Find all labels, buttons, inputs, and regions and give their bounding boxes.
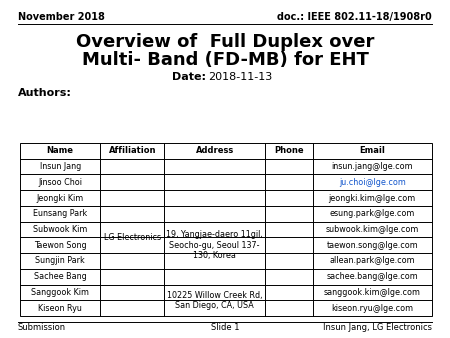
Text: Submission: Submission — [18, 323, 66, 333]
Text: ju.choi@lge.com: ju.choi@lge.com — [339, 178, 406, 187]
Text: Jeongki Kim: Jeongki Kim — [36, 194, 84, 202]
Text: Sachee Bang: Sachee Bang — [34, 272, 86, 281]
Text: November 2018: November 2018 — [18, 12, 105, 22]
Text: subwook.kim@lge.com: subwook.kim@lge.com — [325, 225, 419, 234]
Text: allean.park@lge.com: allean.park@lge.com — [329, 257, 415, 265]
Text: Phone: Phone — [274, 146, 304, 155]
Text: Sanggook Kim: Sanggook Kim — [31, 288, 89, 297]
Text: sachee.bang@lge.com: sachee.bang@lge.com — [326, 272, 418, 281]
Text: Insun Jang: Insun Jang — [40, 162, 81, 171]
Text: LG Electronics: LG Electronics — [104, 233, 161, 242]
Text: Jinsoo Choi: Jinsoo Choi — [38, 178, 82, 187]
Text: Multi- Band (FD-MB) for EHT: Multi- Band (FD-MB) for EHT — [81, 51, 369, 69]
Text: Email: Email — [359, 146, 385, 155]
Text: esung.park@lge.com: esung.park@lge.com — [329, 209, 415, 218]
Text: Address: Address — [196, 146, 234, 155]
Text: Subwook Kim: Subwook Kim — [33, 225, 87, 234]
Text: Authors:: Authors: — [18, 88, 72, 98]
Bar — [20, 143, 432, 316]
Text: jeongki.kim@lge.com: jeongki.kim@lge.com — [328, 194, 416, 202]
Text: kiseon.ryu@lge.com: kiseon.ryu@lge.com — [331, 304, 413, 313]
Text: Date:: Date: — [172, 72, 206, 82]
Text: Sungjin Park: Sungjin Park — [35, 257, 85, 265]
Text: taewon.song@lge.com: taewon.song@lge.com — [326, 241, 418, 250]
Text: Affiliation: Affiliation — [108, 146, 156, 155]
Text: Overview of  Full Duplex over: Overview of Full Duplex over — [76, 33, 374, 51]
Text: 19, Yangjae-daero 11gil,
Seocho-gu, Seoul 137-
130, Korea: 19, Yangjae-daero 11gil, Seocho-gu, Seou… — [166, 230, 263, 260]
Text: Slide 1: Slide 1 — [211, 323, 239, 333]
Text: Eunsang Park: Eunsang Park — [33, 209, 87, 218]
Text: 10225 Willow Creek Rd,
San Diego, CA, USA: 10225 Willow Creek Rd, San Diego, CA, US… — [167, 291, 262, 310]
Text: 2018-11-13: 2018-11-13 — [208, 72, 272, 82]
Text: Kiseon Ryu: Kiseon Ryu — [38, 304, 82, 313]
Text: Name: Name — [47, 146, 74, 155]
Text: sanggook.kim@lge.com: sanggook.kim@lge.com — [324, 288, 421, 297]
Text: Taewon Song: Taewon Song — [34, 241, 86, 250]
Text: insun.jang@lge.com: insun.jang@lge.com — [332, 162, 413, 171]
Text: doc.: IEEE 802.11-18/1908r0: doc.: IEEE 802.11-18/1908r0 — [277, 12, 432, 22]
Text: Insun Jang, LG Electronics: Insun Jang, LG Electronics — [323, 323, 432, 333]
